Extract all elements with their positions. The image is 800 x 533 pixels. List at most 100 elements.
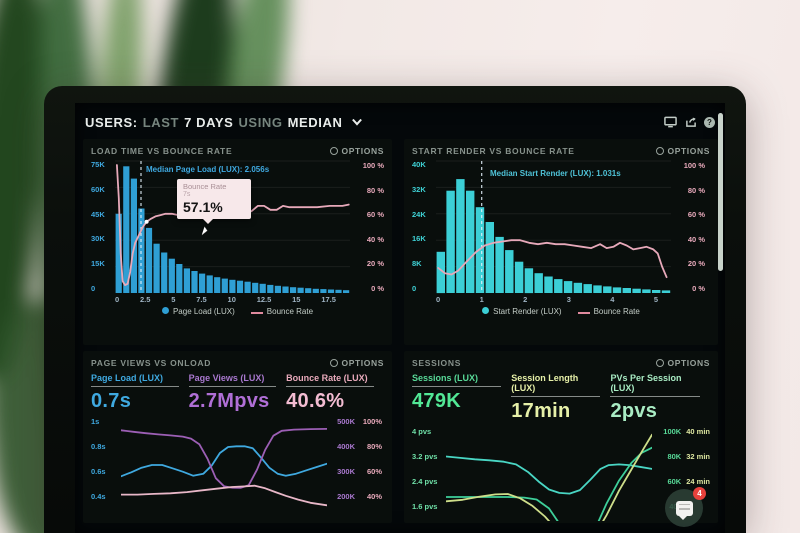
stat-page-load: Page Load (LUX) 0.7s [91, 373, 189, 413]
y-tick-label: 40K [412, 160, 426, 169]
pct-tick-label: 0 % [371, 283, 384, 293]
chevron-down-icon[interactable] [351, 117, 362, 127]
options-button[interactable]: OPTIONS [329, 146, 384, 156]
title-users: USERS: [85, 114, 138, 130]
panel-title: START RENDER VS BOUNCE RATE [412, 146, 575, 156]
bounce-rate-tooltip: Bounce Rate 7s 57.1% [177, 179, 251, 224]
laptop: USERS: LAST 7 DAYS USING MEDIAN [44, 86, 746, 533]
panel-sessions: SESSIONS OPTIONS Sessions (LUX) 479K Ses… [404, 351, 718, 523]
pct-tick-label: 60 % [366, 210, 384, 220]
pct-tick-label: 80 % [687, 185, 705, 195]
y-tick-label: 0.8s [91, 442, 106, 451]
x-tick-label: 12.5 [256, 295, 272, 304]
monitor-icon[interactable] [664, 116, 677, 128]
y-axis-right: 100 % 80 % 60 % 40 % 20 % 0 % [671, 161, 705, 293]
y-tick-label: 4 pvs [412, 427, 432, 436]
pct-tick-label: 100 % [683, 161, 705, 170]
panel-start-render: START RENDER VS BOUNCE RATE OPTIONS 40K 3… [404, 139, 718, 345]
gear-icon [329, 359, 338, 367]
notification-badge: 4 [693, 487, 706, 500]
x-tick-label: 10 [227, 295, 236, 304]
x-tick-label: 15 [292, 295, 301, 304]
chat-bubble-icon [675, 500, 693, 520]
median-annotation: Median Start Render (LUX): 1.031s [490, 169, 621, 178]
dashboard-screen: USERS: LAST 7 DAYS USING MEDIAN [75, 103, 725, 533]
sessions-chart-svg [446, 433, 652, 521]
y-axis-left: 75K 60K 45K 30K 15K 0 [91, 161, 115, 293]
stat-pvs-per-session: PVs Per Session (LUX) 2pvs [610, 373, 709, 423]
startrender-chart-svg [436, 160, 671, 294]
legend-page-load: Page Load (LUX) [161, 307, 235, 316]
y-tick-label: 0.6s [91, 467, 106, 476]
y-tick-label: 0 [412, 283, 417, 293]
dashboard-header: USERS: LAST 7 DAYS USING MEDIAN [75, 103, 725, 137]
x-tick-label: 4 [610, 295, 615, 304]
gear-icon [655, 147, 664, 155]
y-tick-label: 1.6 pvs [412, 502, 438, 511]
legend-dot-icon [482, 307, 490, 314]
options-button[interactable]: OPTIONS [329, 358, 384, 368]
panel-title: SESSIONS [412, 358, 462, 368]
x-axis: 0 1 2 3 4 5 [436, 295, 658, 304]
panel-grid: LOAD TIME VS BOUNCE RATE OPTIONS 75K 60K 4… [75, 137, 725, 523]
legend-dot-icon [161, 307, 169, 314]
x-axis: 0 2.5 5 7.5 10 12.5 15 17.5 [115, 295, 336, 304]
y-tick-label: 3.2 pvs [412, 452, 438, 461]
startrender-chart: Median Start Render (LUX): 1.031s [436, 160, 671, 294]
y-tick-label: 0.4s [91, 492, 106, 501]
y-axis-left: 4 pvs 3.2 pvs 2.4 pvs 1.6 pvs [412, 425, 446, 511]
y-tick-label: 32K [412, 184, 426, 194]
y-tick-label: 45K [91, 209, 105, 219]
help-icon[interactable]: ? [704, 116, 715, 128]
panel-title: PAGE VIEWS VS ONLOAD [91, 358, 212, 368]
y-axis-right: 100 % 80 % 60 % 40 % 20 % 0 % [350, 161, 384, 293]
options-button[interactable]: OPTIONS [655, 146, 710, 156]
share-icon[interactable] [684, 116, 697, 128]
pageviews-chart-svg [121, 427, 327, 507]
loadtime-chart: Median Page Load (LUX): 2.056s Bounce Ra… [115, 160, 350, 293]
scrollbar-thumb[interactable] [718, 113, 723, 271]
y-tick-label: 8K [412, 259, 422, 269]
y-axis-right: 500K 100% 400K 80% 300K 60% 200K 40% [337, 417, 382, 501]
loadtime-chart-svg [115, 160, 350, 293]
y-tick-label: 1s [91, 417, 100, 426]
y-axis-left: 40K 32K 24K 16K 8K 0 [412, 161, 436, 293]
legend-bounce-rate: Bounce Rate [250, 307, 313, 316]
legend-line-icon [250, 312, 263, 314]
x-tick-label: 5 [171, 295, 176, 304]
title-using: USING [238, 114, 283, 130]
title-7days: 7 DAYS [184, 114, 234, 130]
stat-sessions: Sessions (LUX) 479K [412, 373, 511, 423]
pageviews-chart [121, 415, 327, 511]
pct-tick-label: 40 % [366, 234, 384, 244]
title-median: MEDIAN [287, 114, 343, 130]
x-tick-label: 0 [436, 295, 441, 304]
pct-tick-label: 20 % [366, 259, 384, 269]
panel-page-views: PAGE VIEWS VS ONLOAD OPTIONS Page Load (… [83, 351, 392, 523]
y-tick-label: 24K [412, 209, 426, 219]
legend-bounce-rate: Bounce Rate [577, 307, 640, 316]
stat-bounce-rate: Bounce Rate (LUX) 40.6% [286, 373, 384, 413]
legend-start-render: Start Render (LUX) [482, 307, 562, 316]
chart-legend: Page Load (LUX) Bounce Rate [91, 304, 384, 319]
y-tick-label: 15K [91, 259, 105, 269]
chat-widget-button[interactable]: 4 [665, 487, 706, 527]
pct-tick-label: 80 % [366, 185, 384, 195]
stats-row: Sessions (LUX) 479K Session Length (LUX)… [412, 373, 710, 423]
stats-row: Page Load (LUX) 0.7s Page Views (LUX) 2.… [91, 373, 384, 413]
options-button[interactable]: OPTIONS [655, 358, 710, 368]
y-tick-label: 30K [91, 234, 105, 244]
y-tick-label: 16K [412, 234, 426, 244]
x-tick-label: 1 [479, 295, 484, 304]
pct-tick-label: 100 % [362, 161, 384, 170]
page-title: USERS: LAST 7 DAYS USING MEDIAN [85, 115, 362, 130]
x-tick-label: 7.5 [196, 295, 207, 304]
x-tick-label: 2.5 [140, 295, 151, 304]
y-tick-label: 0 [91, 283, 96, 293]
pct-tick-label: 0 % [692, 283, 705, 293]
x-tick-label: 0 [115, 295, 120, 304]
x-tick-label: 3 [566, 295, 571, 304]
stat-session-length: Session Length (LUX) 17min [511, 373, 610, 423]
panel-title: LOAD TIME VS BOUNCE RATE [91, 146, 233, 156]
